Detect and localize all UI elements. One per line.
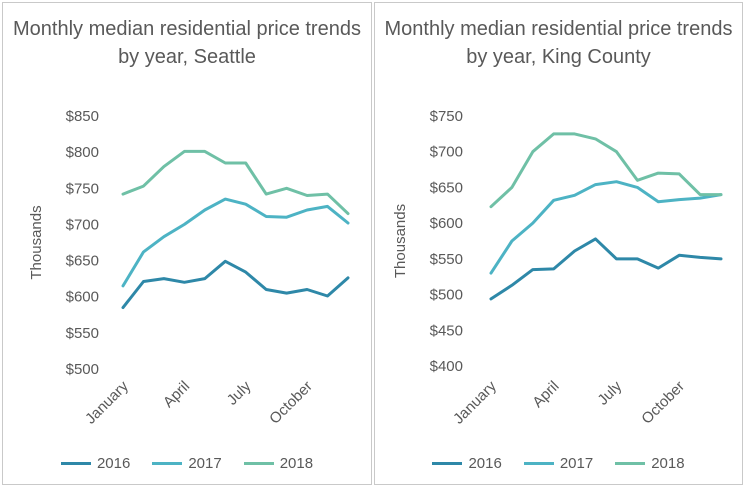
chart-legend: 2016 2017 2018: [375, 452, 742, 474]
y-tick-label: $650: [430, 179, 463, 196]
legend-label: 2018: [279, 454, 314, 472]
legend-label: 2016: [96, 454, 131, 472]
legend-label: 2018: [651, 454, 685, 472]
series-line-2017: [489, 180, 723, 275]
king-county-chart-panel: Monthly median residential price trends …: [374, 2, 743, 485]
x-tick-label: January: [82, 377, 132, 427]
legend-label: 2017: [188, 454, 222, 472]
legend-item: 2018: [243, 454, 314, 472]
y-tick-label: $850: [66, 108, 99, 125]
seattle-line-chart: $500 $550 $600 $650 $700 $750 $800 $850 Thousand…: [28, 108, 350, 428]
legend-item: 2017: [152, 454, 222, 472]
legend-label: 2016: [468, 454, 502, 472]
legend-swatch: [615, 461, 646, 465]
y-tick-label: $400: [430, 358, 463, 375]
y-tick-label: $600: [430, 215, 463, 232]
chart-title: Monthly median residential price trends …: [384, 18, 733, 68]
chart-legend: 2016 2017 2018: [3, 452, 371, 474]
x-tick-label: October: [638, 378, 688, 428]
x-tick-label: January: [450, 377, 500, 427]
legend-swatch: [152, 461, 183, 465]
legend-item: 2016: [60, 454, 131, 472]
legend-swatch: [60, 461, 91, 465]
series-line-2017: [121, 197, 350, 288]
x-tick-label: April: [529, 378, 562, 411]
y-tick-label: $600: [66, 289, 99, 306]
series-line-2016: [121, 259, 350, 310]
legend-swatch: [523, 461, 554, 465]
y-axis-title: Thousands: [392, 204, 409, 278]
king-county-line-chart: $400 $450 $500 $550 $600 $650 $700 $750 Thousand…: [392, 108, 723, 428]
chart-title: Monthly median residential price trends …: [13, 18, 361, 68]
x-tick-label: April: [160, 378, 193, 411]
y-tick-label: $750: [66, 180, 99, 197]
y-tick-label: $500: [430, 287, 463, 304]
x-tick-label: July: [594, 377, 625, 408]
series-line-2018: [489, 132, 723, 209]
legend-item: 2018: [615, 454, 685, 472]
y-tick-label: $700: [66, 216, 99, 233]
seattle-chart-panel: Monthly median residential price trends …: [2, 2, 372, 485]
series-line-2018: [121, 149, 350, 216]
x-tick-label: July: [224, 377, 255, 408]
legend-item: 2017: [523, 454, 594, 472]
y-tick-label: $550: [430, 251, 463, 268]
legend-swatch: [243, 461, 274, 465]
y-tick-label: $550: [66, 325, 99, 342]
y-tick-label: $450: [430, 322, 463, 339]
x-tick-label: October: [266, 378, 316, 428]
y-tick-label: $700: [430, 144, 463, 161]
y-tick-label: $750: [430, 108, 463, 125]
legend-label: 2017: [559, 454, 594, 472]
y-tick-label: $650: [66, 253, 99, 270]
series-line-2016: [489, 237, 723, 301]
y-tick-label: $800: [66, 144, 99, 161]
legend-item: 2016: [432, 454, 502, 472]
y-axis-title: Thousands: [28, 205, 45, 279]
legend-swatch: [432, 461, 463, 465]
y-tick-label: $500: [66, 361, 99, 378]
